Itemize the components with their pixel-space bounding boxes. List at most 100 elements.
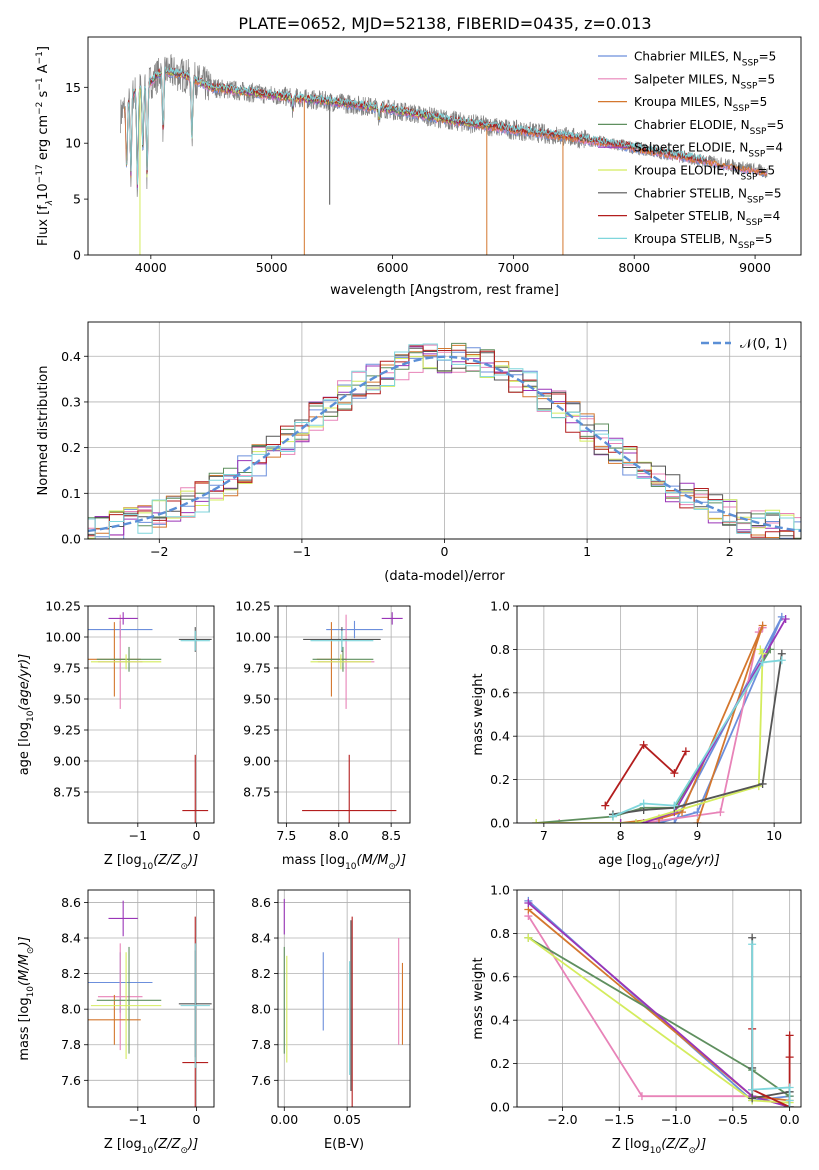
age-vs-Z-ytick-label: 8.75 [53, 785, 81, 800]
residuals-legend-label: 𝒩(0, 1) [740, 337, 787, 352]
weight-marker [681, 747, 690, 756]
age-vs-mass-ytick-label: 10.25 [235, 599, 271, 614]
residuals-xtick-label: 0 [441, 544, 449, 559]
spectrum-model-line-kroupa-stelib [126, 65, 707, 185]
mass-vs-Z-xtick-label: −1 [129, 1112, 147, 1127]
age-vs-Z-xlabel: Z [log10(Z/Z⊙)] [104, 853, 198, 872]
weight-line [604, 743, 687, 807]
weight-marker [639, 740, 648, 749]
weight-vs-Z-ytick-label: 0.8 [490, 926, 510, 941]
weight-vs-age-xlabel: age [log10(age/yr)] [598, 853, 720, 872]
normal-distribution-curve [88, 355, 801, 533]
age-vs-mass-xtick-label: 8.0 [329, 828, 349, 843]
weight-marker [781, 615, 790, 624]
errorbar-point-chabrier-elodie [96, 946, 162, 1054]
errorbar-point-kroupa-miles [88, 994, 141, 1045]
spectrum-frame [87, 36, 802, 256]
weight-vs-Z-xtick-label: 0.0 [780, 1112, 800, 1127]
spectrum-plot-area [120, 53, 768, 255]
age-vs-mass-xlabel: mass [log10(M/M⊙)] [282, 853, 406, 872]
weight-vs-Z-ylabel: mass weight [471, 957, 486, 1039]
weight-marker [785, 1083, 794, 1092]
spectrum-ytick-label: 15 [65, 80, 81, 95]
spectrum-model-line-chabrier-elodie [126, 70, 490, 185]
spectrum-ytick-label: 10 [65, 136, 81, 151]
age-vs-Z-ytick-label: 10.25 [45, 599, 81, 614]
weight-vs-Z-xtick-label: −1.5 [604, 1112, 634, 1127]
mass-vs-EBV-ytick-label: 8.2 [251, 966, 271, 981]
spectrum-xtick-label: 9000 [739, 260, 771, 275]
weight-marker [524, 933, 533, 942]
errorbar-point-chabrier-elodie [96, 646, 162, 672]
weight-series-kroupa-stelib [608, 656, 786, 821]
weight-vs-Z-frame [516, 889, 802, 1108]
spectrum-ylabel: Flux [fλ10−17 erg cm−2 s−1 A−1] [35, 46, 55, 246]
weight-vs-Z-ytick-label: 0.0 [490, 1100, 510, 1115]
weight-series-salpeter-elodie [524, 899, 794, 1107]
age-vs-Z-ytick-label: 10.00 [45, 630, 81, 645]
weight-line [527, 936, 791, 1107]
errorbar-point-kroupa-stelib [180, 943, 210, 1068]
mass-vs-Z-ytick-label: 7.6 [61, 1073, 81, 1088]
weight-marker [716, 808, 725, 817]
mass-vs-Z-plot-area [88, 900, 212, 1107]
age-vs-mass-grid [278, 605, 410, 823]
weight-marker [756, 645, 765, 654]
weight-line [751, 937, 791, 1107]
spectrum-xtick-label: 7000 [497, 260, 529, 275]
residuals-xtick-label: 2 [726, 544, 734, 559]
spectrum-legend-label: Salpeter STELIB, NSSP=4 [634, 209, 780, 228]
weight-marker [524, 899, 533, 908]
age-vs-Z-ytick-label: 9.50 [53, 692, 81, 707]
weight-vs-age-ylabel: mass weight [471, 673, 486, 755]
mass-vs-Z-ytick-label: 7.8 [61, 1037, 81, 1052]
spectrum-legend-label: Chabrier ELODIE, NSSP=5 [634, 118, 784, 137]
residual-histogram-kroupa-miles [88, 344, 801, 539]
weight-line [620, 625, 764, 823]
age-vs-mass-xtick-label: 7.5 [276, 828, 296, 843]
spectrum-legend-label: Salpeter MILES, NSSP=5 [634, 72, 775, 91]
weight-marker [670, 769, 679, 778]
weight-series-chabrier-stelib [748, 933, 794, 1107]
errorbar-point-salpeter-elodie [108, 612, 138, 625]
age-vs-mass-plot-area [302, 612, 403, 823]
errorbar-point-salpeter-miles [97, 943, 143, 1051]
weight-vs-Z-ytick-label: 0.4 [490, 1013, 510, 1028]
age-vs-metallicity-panel: −1 0 8.75 9.00 9.25 9.50 9.75 10.00 10.25 Z [log1… [17, 599, 215, 872]
mass-vs-EBV-ytick-label: 8.4 [251, 931, 271, 946]
weight-marker [637, 1092, 646, 1101]
residuals-ytick-label: 0.3 [61, 394, 81, 409]
age-vs-Z-ytick-label: 9.75 [53, 661, 81, 676]
spectrum-legend-label: Kroupa MILES, NSSP=5 [634, 95, 767, 114]
mass-vs-metallicity-panel: −1 0 7.6 7.8 8.0 8.2 8.4 8.6 Z [log10(Z/Z⊙)] mass… [17, 889, 215, 1156]
spectrum-legend: Chabrier MILES, NSSP=5 Salpeter MILES, NS… [598, 50, 784, 251]
spectrum-ytick-label: 5 [73, 192, 81, 207]
weight-marker [608, 812, 617, 821]
weight-line [527, 900, 791, 1107]
spectrum-xlabel: wavelength [Angstrom, rest frame] [330, 283, 559, 298]
weight-vs-age-plot-area [532, 612, 790, 823]
errorbar-point-kroupa-stelib [310, 630, 374, 651]
errorbar-point-salpeter-stelib [302, 754, 397, 823]
weight-marker [785, 1103, 794, 1107]
weight-line [527, 908, 791, 1107]
residuals-ytick-label: 0.0 [61, 532, 81, 547]
age-vs-mass-ytick-label: 9.75 [243, 661, 271, 676]
weight-vs-Z-ytick-label: 1.0 [490, 883, 510, 898]
weight-vs-age-ytick-label: 1.0 [490, 599, 510, 614]
residuals-ylabel: Normed distribution [36, 366, 51, 496]
weight-series-kroupa-miles [616, 621, 767, 823]
weight-marker [785, 1053, 794, 1062]
residuals-legend: 𝒩(0, 1) [701, 337, 787, 352]
errorbar-point-kroupa-elodie [90, 952, 162, 1059]
weight-vs-age-ytick-label: 0.4 [490, 729, 510, 744]
mass-vs-Z-ytick-label: 8.0 [61, 1002, 81, 1017]
age-vs-Z-frame [87, 605, 215, 824]
mass-vs-Z-ylabel: mass [log10(M/M⊙)] [17, 936, 36, 1060]
residuals-xlabel: (data-model)/error [384, 569, 505, 584]
residuals-xtick-label: −1 [293, 544, 311, 559]
spectrum-ytick-label: 0 [73, 248, 81, 263]
weight-vs-age-panel: 7 8 9 10 0.0 0.2 0.4 0.6 0.8 1.0 age [log10(age/yr… [471, 599, 802, 872]
spectrum-legend-label: Kroupa ELODIE, NSSP=5 [634, 164, 775, 183]
age-vs-Z-xtick-label: 0 [192, 828, 200, 843]
